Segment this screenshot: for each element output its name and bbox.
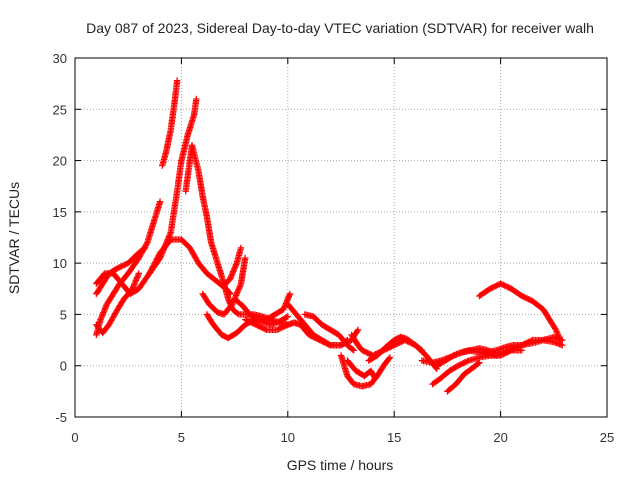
data-point [188, 247, 195, 254]
data-point [475, 360, 482, 367]
x-tick-label: 0 [71, 430, 78, 445]
plot-frame [74, 57, 608, 418]
data-series-arc-5 [146, 95, 200, 277]
x-tick-label: 15 [387, 430, 401, 445]
y-tick-label: 10 [53, 256, 67, 271]
y-tick-label: 5 [60, 307, 67, 322]
data-point [107, 318, 114, 326]
data-point [551, 325, 559, 332]
data-point [284, 313, 291, 320]
data-point [386, 354, 394, 361]
data-series-arc-3 [93, 270, 142, 337]
x-tick-label: 10 [281, 430, 295, 445]
data-point [173, 77, 181, 84]
data-point [110, 313, 117, 320]
y-tick-labels: -5 0 5 10 15 20 25 30 [53, 51, 67, 425]
data-point [350, 347, 357, 354]
y-tick-label: -5 [55, 410, 67, 425]
data-point [559, 336, 566, 344]
data-series-arc-10 [220, 244, 245, 289]
data-point [354, 327, 361, 335]
data-point [476, 359, 483, 366]
y-tick-label: 30 [53, 51, 67, 66]
data-series-arc-13 [284, 301, 351, 349]
y-tick-label: 20 [53, 154, 67, 169]
x-tick-label: 25 [600, 430, 614, 445]
axis-ticks [74, 57, 608, 418]
data-point [102, 305, 109, 312]
x-tick-label: 5 [178, 430, 185, 445]
data-point [325, 341, 333, 348]
data-point [143, 240, 150, 248]
data-point [371, 374, 379, 382]
data-point [111, 311, 118, 319]
x-axis-label: GPS time / hours [287, 457, 394, 473]
data-point [280, 306, 287, 313]
data-point [193, 257, 201, 264]
x-tick-labels: 0 5 10 15 20 25 [71, 430, 614, 445]
data-series-arc-8 [199, 254, 249, 318]
data-series-arc-6 [159, 77, 181, 169]
data-point [187, 246, 194, 253]
data-point [141, 245, 148, 252]
data-point [237, 244, 245, 251]
y-tick-label: 15 [53, 205, 67, 220]
data-series-arc-11 [231, 290, 294, 323]
data-point [156, 198, 164, 205]
data-series-arc-9 [203, 311, 291, 342]
data-point [193, 95, 200, 103]
x-tick-label: 20 [493, 430, 507, 445]
y-tick-label: 0 [60, 359, 67, 374]
data-series-arc-16 [344, 357, 379, 382]
data-series-arc-15 [337, 352, 394, 390]
data-point [191, 252, 198, 260]
data-series-arc-14 [301, 311, 357, 354]
data-point [349, 346, 356, 353]
data-point [234, 287, 242, 295]
data-point [98, 313, 105, 320]
data-point [142, 244, 149, 251]
data-series-arc-24 [482, 333, 566, 356]
data-point [354, 326, 362, 333]
data-point [108, 317, 115, 324]
data-point [385, 355, 393, 362]
data-point [283, 314, 290, 321]
y-axis-label: SDTVAR / TECUs [6, 182, 22, 294]
y-tick-label: 25 [53, 102, 67, 117]
data-series-arc-23 [476, 280, 564, 344]
plot-data [93, 77, 566, 395]
data-point [135, 270, 142, 277]
data-series-arc-18 [365, 333, 440, 372]
data-point [286, 290, 294, 298]
data-series-arc-20 [429, 347, 526, 388]
data-point [242, 254, 249, 262]
chart-title: Day 087 of 2023, Sidereal Day-to-day VTE… [86, 20, 594, 36]
data-point [371, 373, 378, 380]
data-series-arc-2 [93, 244, 149, 298]
data-series-arc-21 [444, 359, 483, 395]
